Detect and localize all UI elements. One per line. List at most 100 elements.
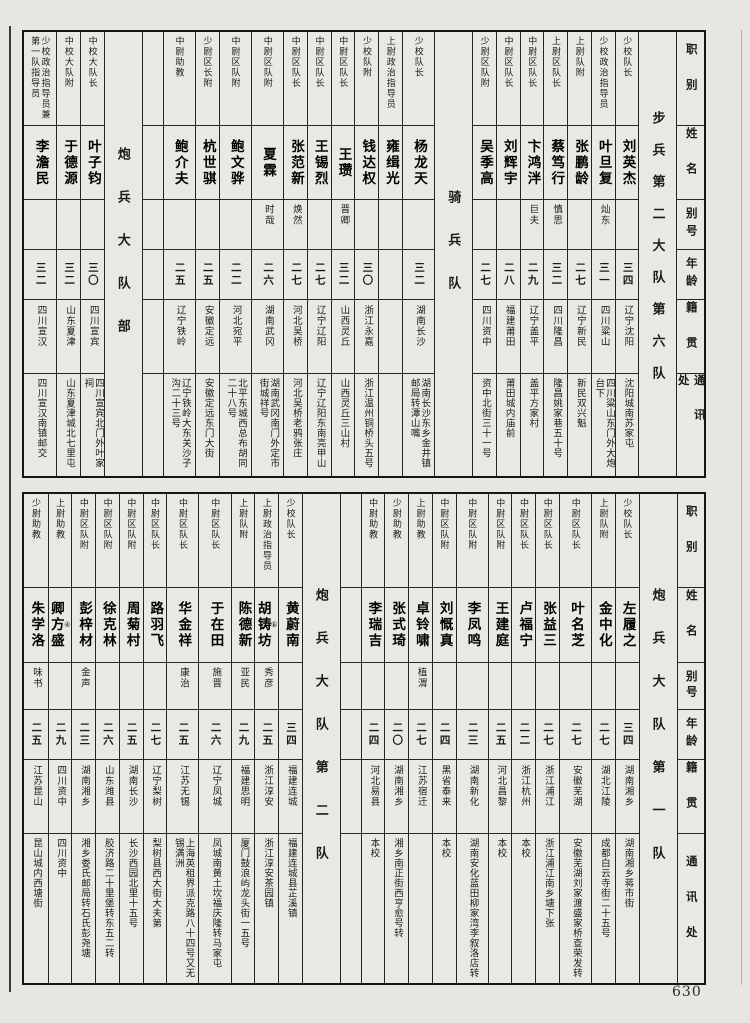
address-cell: 本校 [433, 834, 456, 983]
name-cell: 叶子钧 [81, 126, 104, 201]
rank-text: 中尉区队附 [439, 498, 450, 551]
person-column: 中尉区队长 王锡烈 二七 辽宁辽阳 辽宁辽阳东南亮甲山 [306, 32, 331, 476]
empty-cell [142, 200, 163, 251]
address-cell: 北平东城西总布胡同二十八号 [220, 374, 251, 476]
address-cell: 盖平方家村 [521, 374, 544, 476]
person-column: 中校大队长 叶子钧 三〇 四川宣宾 四川宣宾北门外叶家祠 [80, 32, 104, 476]
rank-text: 中尉区队长 [519, 498, 529, 551]
origin-text: 四川资中 [479, 304, 490, 347]
age-cell: 二七 [284, 250, 307, 300]
age-cell: 二六 [199, 710, 231, 760]
alias-cell [385, 663, 409, 711]
person-name: 卞鸿泮 [525, 138, 541, 187]
person-name: 张式琦 [390, 600, 406, 649]
address-cell: 凤城南黄土坎福庆隆转马家屯 [199, 834, 230, 983]
origin-text: 辽宁沈阳 [622, 304, 633, 347]
alias-cell [559, 663, 592, 711]
address-cell: 安徽芜湖刘家渡盛家桥查荣发转 [560, 834, 591, 983]
rank-text: 中尉区队长 [570, 498, 581, 551]
origin-text: 湖南长沙 [126, 764, 137, 807]
alias-cell [96, 663, 119, 711]
alias-cell: 亚民 [231, 663, 255, 711]
person-column: 中尉区队长 叶名芝 二七 安徽芜湖 安徽芜湖刘家渡盛家桥查荣发转 [558, 494, 592, 983]
origin-text: 辽宁凤城 [210, 764, 221, 807]
rank-cell: 上尉政治指导员 [379, 32, 402, 127]
rank-cell: 上尉队附 [568, 32, 591, 127]
empty-cell [143, 374, 163, 476]
person-column: 上尉队附 张鹏龄 二七 辽宁新民 新民双兴魁 [567, 32, 591, 476]
empty-cell [142, 300, 163, 374]
row-header-label: 籍贯 [684, 761, 697, 833]
alias-cell [361, 663, 385, 711]
rank-cell: 中尉区队附 [488, 494, 512, 589]
alias-cell: 秀彦 [255, 663, 279, 711]
name-cell: 李澹民 [24, 126, 57, 201]
name-cell: 徐克林 [96, 588, 119, 663]
origin-cell: 安徽定远 [195, 300, 219, 374]
alias-cell [512, 663, 536, 711]
age-text: 二八 [502, 261, 514, 287]
address-cell: 辽宁辽阳东南亮甲山 [308, 374, 331, 476]
age-text: 二七 [574, 261, 586, 287]
rank-text: 中尉区队长 [150, 498, 161, 551]
alias-cell [24, 200, 57, 251]
address-text: 湘乡南正街西亨愈号转 [392, 838, 403, 939]
person-name: 于在田 [208, 600, 224, 649]
person-column: 上尉政治指导员 雍缉光 [378, 32, 402, 476]
alias-cell: 味书 [23, 663, 48, 711]
person-column: 上尉队附 陈德新 亚民 二九 福建思明 厦门鼓浪屿龙头街一五号 [230, 494, 255, 983]
rank-cell: 上尉队附 [231, 494, 255, 589]
person-column: 少校队附 钱达权 三〇 浙江永嘉 浙江温州铜桥头五号 [354, 32, 379, 476]
alias-cell [143, 663, 167, 711]
address-text: 浙江淳安茶园镇 [262, 838, 273, 909]
person-column: 上尉助教 卓铃啸 植渭 二七 江苏宿迁 [408, 494, 432, 983]
rank-text: 少校队长 [622, 498, 633, 540]
name-cell: 金中化 [592, 588, 615, 663]
name-cell: 刘辉宇 [496, 126, 520, 201]
name-cell: 卿方盛 ④ [48, 588, 72, 663]
address-text: 沈阳城南苏家屯 [622, 377, 633, 448]
rank-text: 少校政治指导员 [598, 36, 609, 110]
origin-text: 浙江永嘉 [362, 304, 373, 347]
person-name: 叶名芝 [568, 600, 584, 649]
alias-cell [57, 200, 81, 251]
origin-text: 湖南湘乡 [79, 764, 90, 807]
rank-cell: 中尉区队长 [520, 32, 544, 127]
rank-cell: 上尉区队长 [544, 32, 568, 127]
origin-text: 山东夏津 [63, 304, 74, 347]
person-name: 张益三 [540, 600, 556, 649]
rank-text: 中尉区队附 [495, 498, 506, 551]
address-text: 浙江浦江南乡塘下张 [542, 838, 553, 929]
rank-text: 中尉区队长 [542, 498, 553, 551]
origin-text: 湖南新化 [467, 764, 478, 807]
name-cell: 杨龙天 [402, 126, 435, 201]
origin-cell: 辽宁凤城 [199, 760, 231, 835]
origin-cell: 四川宣宾 [81, 300, 104, 374]
address-text: 本校 [495, 838, 506, 859]
person-name: 左履之 [620, 600, 636, 649]
origin-cell: 湖南湘乡 [72, 760, 96, 835]
person-name: 卿方盛 [48, 600, 64, 649]
address-cell: 四川宣汉南镇邮交 [24, 374, 56, 476]
address-cell: 河北吴桥老鸦张庄 [284, 374, 307, 476]
address-cell: 湖南长沙东乡金井镇邮局转潭山嘴 [403, 374, 434, 476]
rank-cell: 少尉区长附 [195, 32, 219, 127]
alias-cell: 康治 [167, 663, 199, 711]
roster-table-bottom: 职别 姓名 别号 年龄 籍贯 通讯处 炮兵大队第一队 少校队长 左履之 三四 湖南湘乡 湖南湘乡蒋市街… [22, 492, 706, 985]
alias-text: 施晋 [210, 666, 221, 689]
age-cell: 二三 [456, 710, 488, 760]
row-header-cell: 通讯处 [677, 374, 704, 476]
alias-cell [219, 200, 251, 251]
age-text: 三二 [550, 261, 562, 287]
address-text: 梨树县西大街大夫第 [150, 838, 161, 929]
address-cell: 莆田城内庙前 [497, 374, 520, 476]
rank-cell: 中尉助教 [163, 32, 195, 127]
name-cell: 卢福宁 [512, 588, 536, 663]
name-cell: 雍缉光 [379, 126, 402, 201]
address-text: 莆田城内庙前 [503, 377, 514, 438]
rank-text: 中尉区队附 [467, 498, 478, 551]
name-cell: 彭梓材 [72, 588, 96, 663]
origin-cell: 湖南新化 [456, 760, 488, 835]
origin-cell: 四川资中 [48, 760, 72, 835]
address-text: 河北吴桥老鸦张庄 [290, 377, 301, 458]
